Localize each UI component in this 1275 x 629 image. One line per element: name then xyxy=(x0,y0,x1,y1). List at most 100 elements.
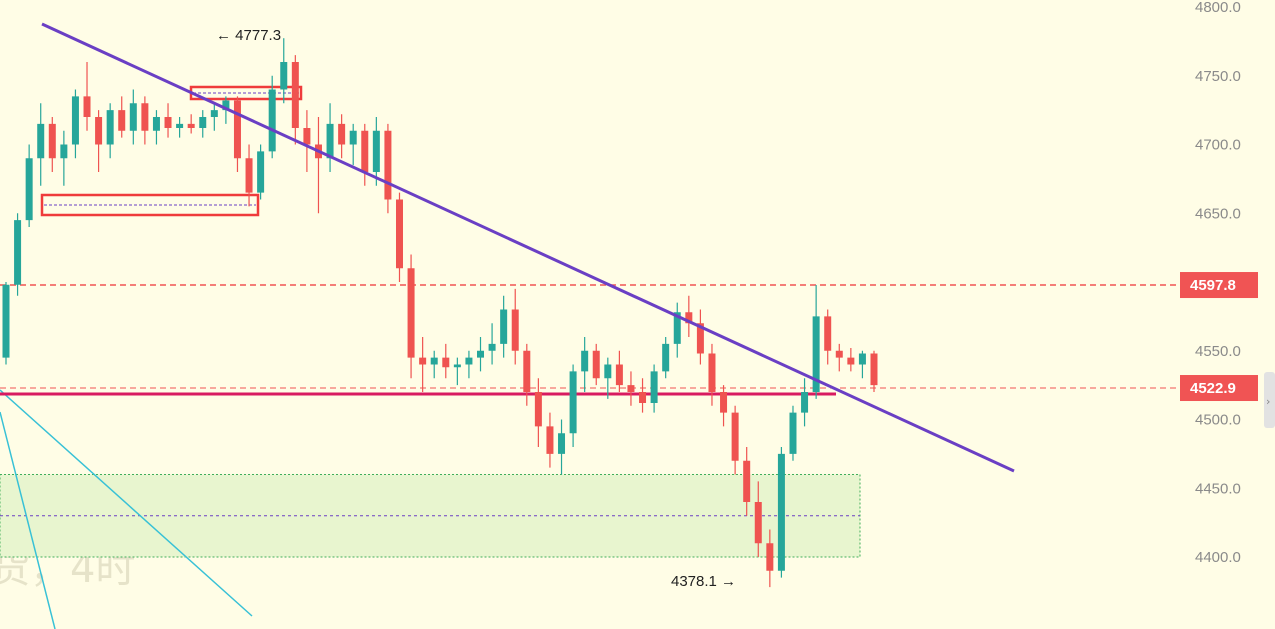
candle-body xyxy=(569,371,577,434)
candle xyxy=(534,378,542,447)
candle xyxy=(326,103,334,172)
candle-body xyxy=(430,357,438,365)
y-tick-label: 4650.0 xyxy=(1195,205,1241,222)
candle xyxy=(95,110,103,172)
candle-body xyxy=(511,309,519,351)
candle xyxy=(118,96,126,138)
candle-body xyxy=(835,350,843,358)
candle xyxy=(245,144,253,207)
candle xyxy=(523,343,531,406)
candle-body xyxy=(71,96,79,145)
candle-body xyxy=(37,123,45,159)
candle xyxy=(199,110,207,138)
price-tag-0: 4597.8 xyxy=(1180,272,1258,299)
candle xyxy=(37,103,45,186)
candle-body xyxy=(118,110,126,131)
cyan-trendlines xyxy=(0,389,253,629)
axis-background xyxy=(1180,0,1275,629)
candle xyxy=(268,75,276,159)
candle-body xyxy=(743,460,751,502)
candle-body xyxy=(291,62,299,128)
candle xyxy=(384,123,392,214)
candle-body xyxy=(604,364,612,379)
candle-body xyxy=(106,110,114,145)
candle xyxy=(708,343,716,406)
candle-body xyxy=(95,117,103,145)
chevron-right-icon[interactable]: › xyxy=(1266,395,1270,408)
candle xyxy=(176,117,184,138)
candle xyxy=(870,350,878,392)
candle xyxy=(581,337,589,392)
candle-body xyxy=(199,117,207,128)
candle-body xyxy=(141,103,149,131)
high-annotation: ← 4777.3 xyxy=(216,27,281,44)
candle xyxy=(164,103,172,138)
candle xyxy=(477,337,485,372)
candle xyxy=(754,481,762,557)
candle xyxy=(372,117,380,186)
y-tick-label: 4400.0 xyxy=(1195,549,1241,566)
candle-body xyxy=(395,199,403,269)
candle-body xyxy=(662,343,670,372)
scroll-handle[interactable] xyxy=(1264,372,1275,428)
candle xyxy=(488,323,496,365)
candle xyxy=(141,96,149,145)
candle-body xyxy=(407,268,415,358)
price-tag-label: 4522.9 xyxy=(1190,380,1236,397)
candle-body xyxy=(361,130,369,172)
candle-body xyxy=(233,100,241,159)
candle xyxy=(2,282,10,365)
candle-body xyxy=(419,357,427,365)
candle xyxy=(835,343,843,372)
y-tick-label: 4750.0 xyxy=(1195,68,1241,85)
candle xyxy=(361,123,369,186)
candle-body xyxy=(789,412,797,454)
candle xyxy=(615,350,623,392)
candle xyxy=(639,378,647,413)
candle xyxy=(847,348,855,372)
candle-body xyxy=(558,433,566,454)
candle-body xyxy=(164,117,172,128)
price-axis: 4400.0 4450.0 4500.0 4550.0 4650.0 4700.0 4750… xyxy=(1180,0,1275,629)
candle-body xyxy=(338,123,346,145)
candle-body xyxy=(129,103,137,131)
price-tags: 4597.8 4522.9 xyxy=(1180,272,1258,402)
candle-body xyxy=(372,130,380,172)
candle xyxy=(500,295,508,358)
candle-body xyxy=(453,364,461,368)
candle xyxy=(511,288,519,365)
candle-body xyxy=(777,453,785,571)
candle-body xyxy=(812,316,820,392)
y-tick-label: 4800.0 xyxy=(1195,0,1241,16)
candle xyxy=(766,529,774,588)
candle-body xyxy=(222,100,230,111)
resistance-box-lower xyxy=(40,193,260,217)
candle xyxy=(257,144,265,200)
candle xyxy=(627,371,635,406)
candle xyxy=(731,405,739,475)
low-annotation: 4378.1 → xyxy=(671,573,736,590)
candle xyxy=(233,96,241,172)
candle xyxy=(592,343,600,386)
candle-body xyxy=(581,350,589,372)
candle xyxy=(395,192,403,282)
candle-body xyxy=(673,312,681,344)
candle-body xyxy=(210,110,218,117)
candle xyxy=(777,447,785,578)
candle xyxy=(650,364,658,413)
price-tag-label: 4597.8 xyxy=(1190,277,1236,294)
candle-body xyxy=(500,309,508,344)
candle-body xyxy=(83,96,91,117)
candle xyxy=(14,213,22,296)
candle-body xyxy=(477,350,485,358)
candle-body xyxy=(176,123,184,128)
cyan-trendline-2 xyxy=(0,389,253,617)
candle xyxy=(720,385,728,427)
candle xyxy=(685,295,693,337)
axis-scroll-handle[interactable]: › xyxy=(1264,372,1275,428)
candle-body xyxy=(627,385,635,392)
candle xyxy=(743,447,751,516)
candle xyxy=(210,103,218,131)
candle xyxy=(569,364,577,447)
candle-body xyxy=(523,350,531,392)
